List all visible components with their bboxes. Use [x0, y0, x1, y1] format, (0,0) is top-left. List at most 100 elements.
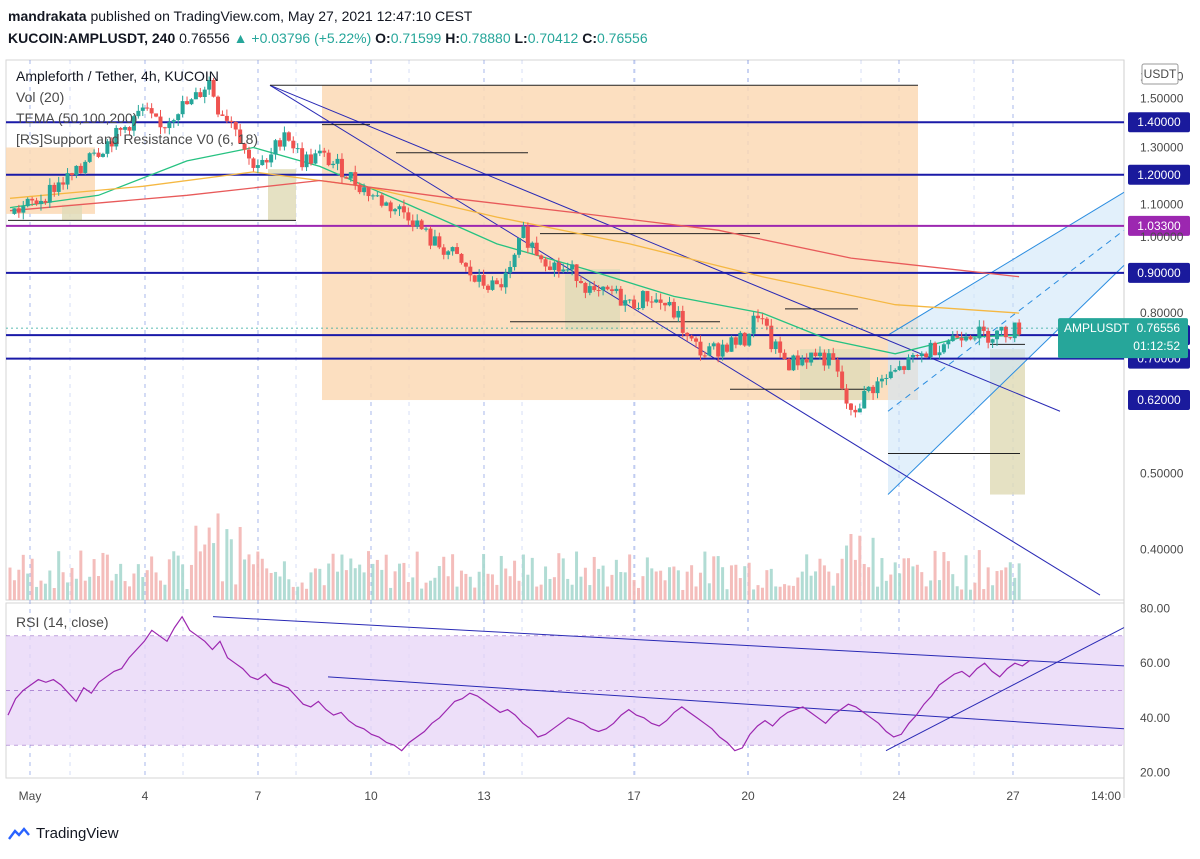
volume-bar [889, 574, 893, 600]
volume-bar [371, 563, 375, 600]
rsi-tick-label: 20.00 [1140, 766, 1170, 780]
candle-body [331, 163, 336, 166]
sr-zone [322, 85, 918, 401]
candle [707, 342, 712, 357]
price-chart[interactable]: May 4 7 10 13 17 20 24 27 14:00 1.40000 1.20000 1.03… [0, 0, 1200, 812]
candle-body [512, 254, 517, 267]
volume-bar [871, 537, 875, 600]
candle [176, 113, 181, 126]
candle [1012, 322, 1017, 343]
volume-legend: Vol (20) [16, 89, 65, 105]
volume-bar [1004, 567, 1008, 600]
candle [658, 293, 663, 310]
candle-body [1017, 322, 1022, 335]
high-value: 0.78880 [460, 30, 511, 46]
candle-body [658, 299, 663, 303]
volume-bar [809, 575, 813, 600]
volume-bar [765, 570, 769, 600]
downtrend-line-2 [269, 84, 1061, 412]
candle-body [406, 212, 411, 221]
candle-body [990, 339, 995, 343]
price-level-tag-text: 1.20000 [1137, 168, 1181, 182]
volume-bar [57, 551, 61, 600]
candle [304, 151, 309, 172]
volume-bar [769, 568, 773, 600]
candle-body [596, 290, 601, 292]
candle [437, 232, 442, 250]
candle-body [609, 289, 614, 292]
candle-body [521, 226, 526, 238]
y-tick-label: 0.80000 [1140, 306, 1184, 320]
candle [835, 357, 840, 378]
candle [61, 176, 66, 190]
low-value: 0.70412 [527, 30, 579, 46]
volume-bar [902, 558, 906, 600]
volume-bar [827, 571, 831, 600]
candle-body [415, 220, 420, 227]
y-tick-label: 0.50000 [1140, 466, 1184, 480]
candle-body [946, 341, 951, 345]
candle-body [853, 409, 858, 413]
volume-bar [353, 568, 357, 600]
rsi-trendline-lower [327, 676, 1125, 730]
candle-body [902, 366, 907, 370]
candle-body [583, 282, 588, 293]
volume-bar [738, 578, 742, 600]
candle-body [65, 173, 70, 185]
volume-bar [336, 571, 340, 600]
volume-bar [397, 563, 401, 600]
candle [964, 332, 969, 342]
candle [570, 260, 575, 276]
candle-body [671, 301, 676, 318]
volume-bar [818, 558, 822, 600]
volume-bar [128, 586, 132, 600]
candle-body [140, 107, 145, 111]
candle-body [185, 101, 190, 105]
volume-bar [482, 553, 486, 600]
candle [671, 298, 676, 320]
volume-bar [707, 583, 711, 600]
candle [676, 306, 681, 322]
volume-bar [973, 582, 977, 600]
candle-body [326, 152, 331, 166]
candle-body [295, 148, 300, 150]
y-tick-label: 1.50000 [1140, 92, 1184, 106]
candle-body [561, 269, 566, 272]
candle [857, 403, 862, 413]
candle [282, 126, 287, 151]
candle-body [428, 228, 433, 246]
candle [441, 244, 446, 260]
candle-body [499, 284, 504, 288]
candle [910, 352, 915, 363]
volume-bar [880, 558, 884, 600]
candle-body [459, 253, 464, 263]
candle [247, 146, 252, 165]
volume-bar [185, 589, 189, 600]
candle-body [986, 330, 991, 343]
volume-bar [716, 556, 720, 600]
candle [928, 339, 933, 360]
volume-bar [287, 579, 291, 600]
tradingview-footer[interactable]: TradingView [8, 825, 119, 842]
candle-body [888, 371, 893, 378]
candle [826, 349, 831, 369]
candle [525, 222, 530, 254]
volume-bar [544, 566, 548, 600]
volume-bar [893, 562, 897, 600]
candle [1008, 336, 1013, 340]
candle-body [47, 184, 52, 203]
candle [375, 191, 380, 198]
candle [848, 402, 853, 416]
candle [512, 253, 517, 271]
candle-body [486, 285, 491, 290]
candle [21, 200, 26, 220]
volume-bar [389, 587, 393, 600]
price-level-tag: 1.03300 [1128, 215, 1190, 236]
volume-bar [136, 564, 140, 600]
volume-bar [783, 584, 787, 600]
candle-body [362, 187, 367, 193]
candle [357, 182, 362, 195]
candle [300, 142, 305, 171]
candle-body [472, 275, 477, 282]
candle-body [167, 122, 172, 129]
